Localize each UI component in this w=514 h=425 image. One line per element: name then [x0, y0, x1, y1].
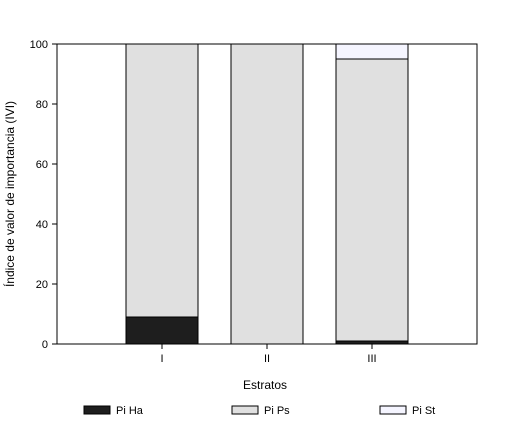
legend: Pi Ha Pi Ps Pi St	[83, 405, 435, 417]
legend-item-pi-st: Pi St	[379, 405, 435, 417]
y-tick-label: 60	[36, 159, 48, 171]
legend-item-pi-ha: Pi Ha	[83, 405, 144, 417]
y-tick-label: 40	[36, 219, 48, 231]
x-axis-title: Estratos	[243, 378, 287, 392]
legend-swatch	[379, 405, 407, 415]
y-tick-label: 0	[42, 339, 48, 351]
legend-swatch	[83, 405, 111, 415]
x-tick-label: I	[160, 353, 163, 365]
legend-swatch	[231, 405, 259, 415]
legend-label: Pi Ha	[116, 405, 144, 417]
bar-segment-I-pi-ps	[125, 43, 199, 318]
y-tick-label: 80	[36, 99, 48, 111]
bar-segment-II-pi-ps	[230, 43, 304, 345]
bars-group	[125, 43, 409, 345]
y-tick-label: 100	[30, 39, 48, 51]
bar-segment-III-pi-st	[335, 43, 409, 60]
legend-label: Pi St	[412, 405, 435, 417]
y-tick-label: 20	[36, 279, 48, 291]
legend-label: Pi Ps	[264, 405, 290, 417]
legend-item-pi-ps: Pi Ps	[231, 405, 290, 417]
x-tick-label: II	[264, 353, 270, 365]
y-axis-title: Índice de valor de importancia (IVI)	[2, 101, 17, 287]
x-tick-label: III	[367, 353, 376, 365]
bar-segment-I-pi-ha	[125, 316, 199, 345]
bar-segment-III-pi-ps	[335, 58, 409, 342]
